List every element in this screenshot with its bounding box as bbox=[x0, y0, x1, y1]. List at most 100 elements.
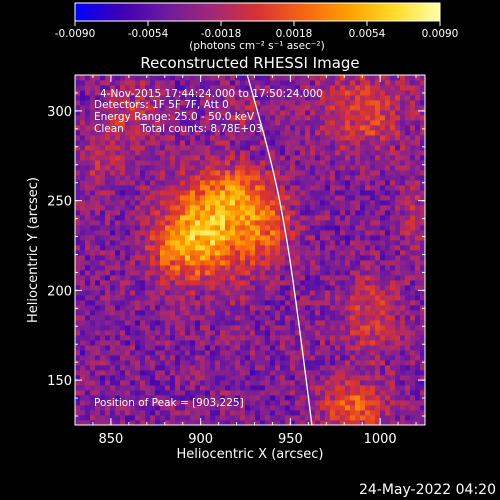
heatmap-cell bbox=[130, 395, 136, 401]
heatmap-cell bbox=[270, 395, 276, 401]
heatmap-cell bbox=[410, 290, 416, 296]
heatmap-cell bbox=[100, 170, 106, 176]
heatmap-cell bbox=[85, 175, 91, 181]
heatmap-cell bbox=[115, 380, 121, 386]
heatmap-cell bbox=[385, 115, 391, 121]
heatmap-cell bbox=[180, 175, 186, 181]
heatmap-cell bbox=[300, 285, 306, 291]
heatmap-cell bbox=[245, 80, 251, 86]
heatmap-cell bbox=[220, 80, 226, 86]
heatmap-cell bbox=[405, 200, 411, 206]
heatmap-cell bbox=[375, 410, 381, 416]
heatmap-cell bbox=[300, 85, 306, 91]
heatmap-cell bbox=[80, 260, 86, 266]
heatmap-cell bbox=[110, 115, 116, 121]
heatmap-cell bbox=[375, 150, 381, 156]
heatmap-cell bbox=[385, 390, 391, 396]
heatmap-cell bbox=[295, 115, 301, 121]
heatmap-cell bbox=[110, 180, 116, 186]
heatmap-cell bbox=[215, 215, 221, 221]
heatmap-cell bbox=[260, 75, 266, 81]
heatmap-cell bbox=[345, 260, 351, 266]
heatmap-cell bbox=[115, 400, 121, 406]
heatmap-cell bbox=[125, 305, 131, 311]
heatmap-cell bbox=[265, 260, 271, 266]
heatmap-cell bbox=[105, 105, 111, 111]
heatmap-cell bbox=[185, 175, 191, 181]
heatmap-cell bbox=[140, 325, 146, 331]
heatmap-cell bbox=[80, 135, 86, 141]
heatmap-cell bbox=[395, 120, 401, 126]
heatmap-cell bbox=[310, 200, 316, 206]
heatmap-cell bbox=[350, 210, 356, 216]
heatmap-cell bbox=[210, 325, 216, 331]
heatmap-cell bbox=[240, 395, 246, 401]
heatmap-cell bbox=[405, 235, 411, 241]
heatmap-cell bbox=[140, 140, 146, 146]
heatmap-cell bbox=[340, 295, 346, 301]
heatmap-cell bbox=[265, 125, 271, 131]
heatmap-cell bbox=[115, 270, 121, 276]
heatmap-cell bbox=[385, 145, 391, 151]
heatmap-cell bbox=[285, 375, 291, 381]
heatmap-cell bbox=[255, 345, 261, 351]
heatmap-cell bbox=[195, 105, 201, 111]
heatmap-cell bbox=[280, 415, 286, 421]
heatmap-cell bbox=[350, 145, 356, 151]
heatmap-cell bbox=[215, 345, 221, 351]
heatmap-cell bbox=[205, 370, 211, 376]
heatmap-cell bbox=[320, 315, 326, 321]
heatmap-cell bbox=[265, 325, 271, 331]
heatmap-cell bbox=[290, 180, 296, 186]
heatmap-cell bbox=[140, 260, 146, 266]
heatmap-cell bbox=[120, 245, 126, 251]
heatmap-cell bbox=[300, 205, 306, 211]
heatmap-cell bbox=[75, 135, 81, 141]
heatmap-cell bbox=[170, 260, 176, 266]
heatmap-cell bbox=[410, 360, 416, 366]
heatmap-cell bbox=[245, 360, 251, 366]
heatmap-cell bbox=[160, 245, 166, 251]
heatmap-cell bbox=[340, 175, 346, 181]
heatmap-cell bbox=[195, 120, 201, 126]
heatmap-cell bbox=[235, 170, 241, 176]
heatmap-cell bbox=[355, 100, 361, 106]
heatmap-cell bbox=[260, 175, 266, 181]
heatmap-cell bbox=[115, 295, 121, 301]
heatmap-cell bbox=[230, 375, 236, 381]
heatmap-cell bbox=[340, 260, 346, 266]
heatmap-cell bbox=[305, 165, 311, 171]
heatmap-cell bbox=[380, 150, 386, 156]
heatmap-cell bbox=[250, 400, 256, 406]
heatmap-cell bbox=[75, 105, 81, 111]
heatmap-cell bbox=[180, 400, 186, 406]
heatmap-cell bbox=[180, 120, 186, 126]
heatmap-cell bbox=[385, 75, 391, 81]
heatmap-cell bbox=[85, 220, 91, 226]
heatmap-cell bbox=[245, 190, 251, 196]
heatmap-cell bbox=[255, 340, 261, 346]
heatmap-cell bbox=[315, 210, 321, 216]
heatmap-cell bbox=[140, 365, 146, 371]
heatmap-cell bbox=[135, 280, 141, 286]
heatmap-cell bbox=[180, 210, 186, 216]
heatmap-cell bbox=[365, 150, 371, 156]
heatmap-cell bbox=[420, 290, 425, 296]
heatmap-cell bbox=[145, 125, 151, 131]
heatmap-cell bbox=[280, 190, 286, 196]
heatmap-cell bbox=[80, 280, 86, 286]
heatmap-cell bbox=[245, 175, 251, 181]
heatmap-cell bbox=[360, 220, 366, 226]
heatmap-cell bbox=[185, 355, 191, 361]
heatmap-cell bbox=[280, 405, 286, 411]
heatmap-cell bbox=[400, 365, 406, 371]
heatmap-cell bbox=[340, 355, 346, 361]
heatmap-cell bbox=[115, 240, 121, 246]
heatmap-cell bbox=[100, 230, 106, 236]
heatmap-cell bbox=[420, 225, 425, 231]
heatmap-cell bbox=[175, 90, 181, 96]
heatmap-cell bbox=[340, 315, 346, 321]
heatmap-cell bbox=[340, 325, 346, 331]
heatmap-cell bbox=[290, 210, 296, 216]
